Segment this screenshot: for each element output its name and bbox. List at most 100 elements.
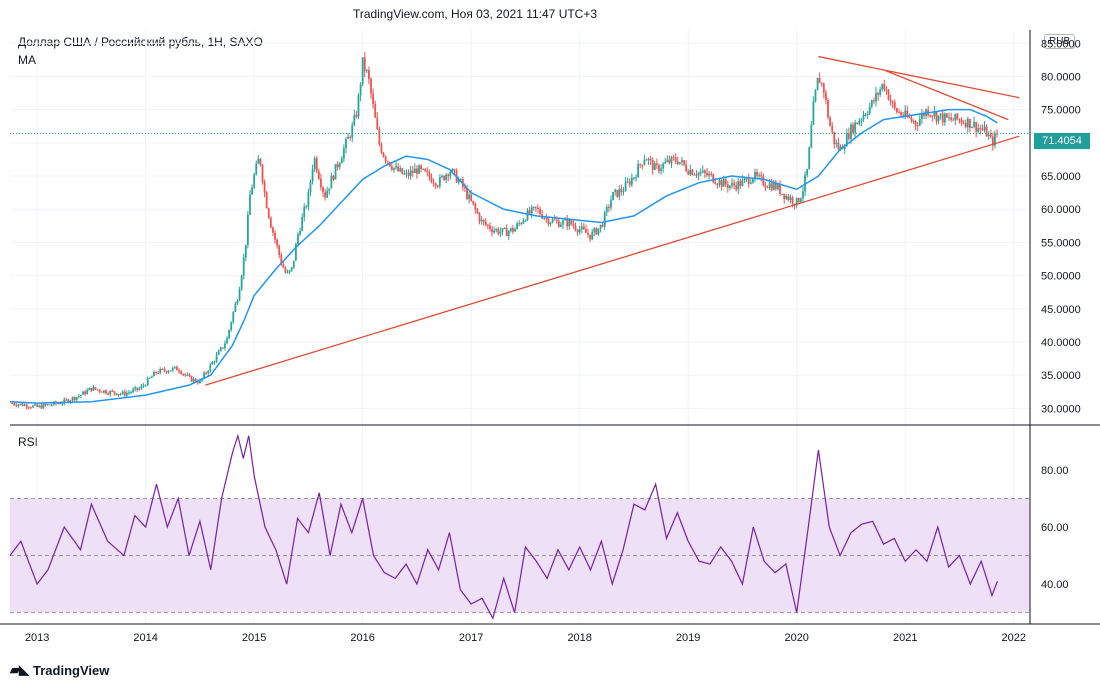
candle-body	[111, 390, 114, 392]
candle-body	[386, 161, 389, 163]
rsi-y-tick-label: 40.00	[1041, 579, 1069, 591]
candle-body	[176, 366, 178, 371]
tradingview-brand[interactable]: ▰◣ TradingView	[10, 662, 109, 678]
candle-body	[607, 207, 610, 209]
candle-body	[555, 220, 558, 222]
candle-body	[875, 92, 877, 102]
candle-body	[852, 124, 854, 133]
candle-body	[635, 177, 637, 179]
candle-body	[726, 184, 729, 188]
candle-body	[424, 168, 427, 172]
candle-body	[873, 100, 875, 102]
candle-body	[754, 172, 756, 180]
candle-body	[167, 371, 170, 373]
candle-body	[486, 224, 489, 226]
candle-body	[825, 92, 827, 101]
candle-body	[672, 156, 675, 158]
y-tick-label: 75.0000	[1041, 105, 1081, 117]
rsi-y-tick-label: 60.00	[1041, 522, 1069, 534]
candle-body	[46, 404, 49, 406]
candle-body	[958, 119, 961, 121]
x-tick-label: 2022	[1001, 632, 1025, 644]
candle-body	[906, 110, 909, 117]
x-tick-label: 2014	[133, 632, 157, 644]
candle-body	[528, 210, 531, 214]
candle-body	[987, 134, 990, 137]
candle-body	[115, 393, 118, 396]
tradingview-logo-icon: ▰◣	[10, 662, 29, 677]
candle-body	[666, 159, 669, 162]
candle-body	[278, 245, 281, 255]
candle-body	[994, 133, 996, 146]
candle-body	[756, 172, 758, 176]
candle-body	[818, 78, 821, 84]
candle-body	[587, 232, 589, 235]
candle-body	[221, 347, 224, 349]
candle-body	[668, 159, 671, 164]
candle-body	[436, 185, 439, 187]
candle-body	[309, 181, 312, 192]
candle-body	[407, 172, 410, 177]
candle-body	[977, 128, 980, 132]
candle-body	[453, 169, 456, 171]
candle-body	[580, 226, 583, 230]
candle-body	[276, 239, 279, 246]
candle-body	[591, 231, 594, 240]
candle-body	[918, 118, 921, 126]
candle-body	[42, 404, 45, 409]
candle-body	[804, 175, 806, 192]
candle-body	[307, 191, 310, 207]
candle-body	[743, 178, 746, 180]
candle-body	[405, 172, 408, 174]
candle-body	[413, 168, 416, 174]
candle-body	[480, 219, 483, 222]
candle-body	[902, 115, 905, 117]
candle-body	[255, 163, 258, 175]
candle-body	[543, 217, 546, 219]
candle-body	[908, 116, 911, 118]
candle-body	[507, 231, 510, 236]
candle-body	[365, 70, 368, 72]
rsi-indicator-label[interactable]: RSI	[18, 435, 39, 449]
candle-body	[470, 194, 473, 201]
candle-body	[923, 113, 925, 116]
ma-indicator-label[interactable]: MA	[18, 53, 36, 67]
candle-body	[472, 200, 475, 204]
candle-body	[476, 209, 479, 214]
candle-body	[605, 207, 608, 213]
candle-body	[948, 117, 950, 119]
candle-body	[514, 228, 516, 232]
candle-body	[706, 172, 708, 176]
candle-body	[234, 303, 237, 312]
candle-body	[326, 190, 329, 198]
candle-body	[340, 158, 343, 164]
candle-body	[57, 403, 59, 405]
candle-body	[123, 391, 126, 396]
candle-body	[512, 227, 514, 232]
candle-body	[322, 187, 324, 193]
candle-body	[889, 99, 892, 102]
candle-body	[703, 170, 706, 173]
candle-body	[171, 367, 174, 371]
candle-body	[288, 270, 291, 273]
candle-body	[65, 399, 68, 401]
candle-body	[952, 119, 955, 121]
currency-badge[interactable]: RUB	[1044, 34, 1076, 49]
candle-body	[144, 385, 147, 387]
candle-body	[157, 372, 160, 374]
candle-body	[88, 388, 91, 391]
candle-body	[249, 194, 251, 215]
brand-name: TradingView	[33, 662, 110, 678]
candle-body	[138, 388, 141, 390]
candle-body	[226, 337, 228, 344]
candle-body	[336, 164, 339, 168]
candle-body	[954, 113, 957, 121]
candle-body	[687, 170, 690, 175]
candle-body	[816, 78, 819, 91]
candle-body	[317, 171, 320, 179]
candle-body	[589, 234, 592, 240]
candle-body	[128, 392, 130, 394]
candle-body	[357, 95, 360, 117]
candle-body	[964, 123, 967, 128]
